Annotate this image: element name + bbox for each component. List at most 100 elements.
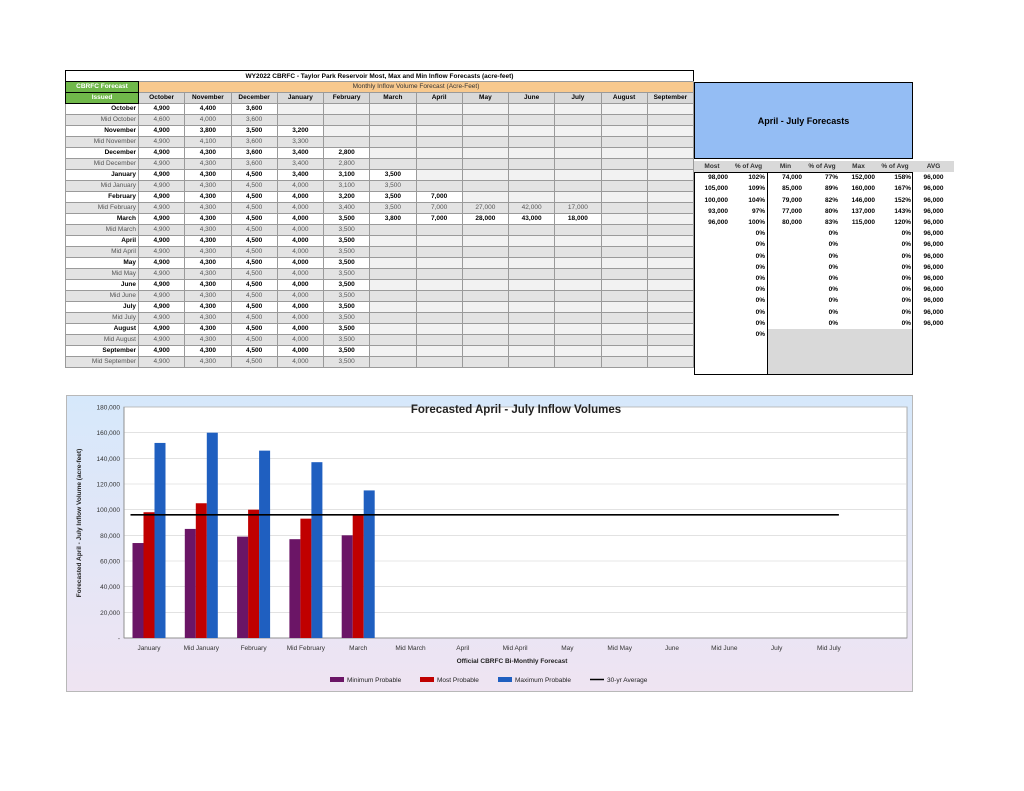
volume-cell xyxy=(507,279,556,291)
aj-header: Min xyxy=(767,161,804,173)
aj-row: 100,000 104% 79,000 82% 146,000 152% 96,000 xyxy=(694,195,954,206)
volume-cell xyxy=(554,257,602,269)
volume-cell: 3,500 xyxy=(322,312,371,324)
y-tick-label: 80,000 xyxy=(100,533,120,540)
volume-cell xyxy=(461,125,510,137)
volume-cell xyxy=(600,158,648,170)
april-july-inflow-chart: - 20,000 40,000 60,000 80,000 100,000 120,000 1… xyxy=(66,395,913,692)
volume-cell: 4,000 xyxy=(276,279,325,291)
x-tick-label: June xyxy=(665,645,679,652)
volume-cell: 3,800 xyxy=(184,125,232,137)
month-header: November xyxy=(184,92,232,104)
volume-cell: 3,600 xyxy=(230,158,278,170)
volume-cell xyxy=(646,103,695,115)
y-tick-label: 40,000 xyxy=(100,584,120,591)
volume-cell: 4,500 xyxy=(230,290,278,302)
volume-cell: 3,500 xyxy=(230,125,278,137)
table-row: Mid August 4,900 4,300 4,500 4,000 3,500 xyxy=(65,334,695,346)
volume-cell: 4,000 xyxy=(184,114,232,126)
volume-cell: 4,900 xyxy=(137,180,186,192)
volume-cell xyxy=(415,114,463,126)
legend-label: Most Probable xyxy=(437,677,479,684)
volume-cell: 3,600 xyxy=(230,136,278,148)
aj-cell xyxy=(767,273,804,284)
volume-cell xyxy=(646,125,695,137)
issued-label: October xyxy=(65,103,139,115)
volume-cell: 4,500 xyxy=(230,169,278,181)
volume-cell: 4,300 xyxy=(184,323,232,335)
volume-cell xyxy=(461,246,510,258)
volume-cell: 3,500 xyxy=(322,323,371,335)
issued-label: Mid April xyxy=(65,246,139,258)
aj-cell: 96,000 xyxy=(923,252,944,260)
april-july-divider xyxy=(767,172,768,375)
aj-cell: 152,000 xyxy=(851,174,876,182)
y-tick-label: 180,000 xyxy=(97,405,121,412)
volume-cell: 4,300 xyxy=(184,312,232,324)
volume-cell xyxy=(600,301,648,313)
volume-cell xyxy=(415,103,463,115)
aj-cell: 79,000 xyxy=(782,196,802,204)
volume-cell: 3,500 xyxy=(369,191,417,203)
volume-cell: 4,000 xyxy=(276,356,325,368)
volume-cell: 4,900 xyxy=(137,290,186,302)
table-row: October 4,900 4,400 3,600 xyxy=(65,103,695,115)
volume-cell: 4,900 xyxy=(137,257,186,269)
y-tick-label: 20,000 xyxy=(100,610,120,617)
aj-row: 0% 0% 0% 96,000 xyxy=(694,228,954,239)
y-tick-label: - xyxy=(118,636,120,643)
aj-cell: 96,000 xyxy=(923,297,944,305)
month-header: February xyxy=(322,92,371,104)
volume-cell xyxy=(600,246,648,258)
bar-minimum-probable xyxy=(341,535,353,638)
volume-cell: 4,900 xyxy=(137,224,186,236)
volume-cell: 3,800 xyxy=(369,213,417,225)
aj-cell: 0% xyxy=(755,252,765,260)
volume-cell xyxy=(600,180,648,192)
aj-cell: 0% xyxy=(828,286,838,294)
x-tick-label: Mid February xyxy=(287,645,326,652)
volume-cell: 4,900 xyxy=(137,268,186,280)
y-tick-label: 140,000 xyxy=(97,456,121,463)
issued-label: May xyxy=(65,257,139,269)
volume-cell: 7,000 xyxy=(415,202,463,214)
volume-cell xyxy=(646,301,695,313)
volume-cell: 3,500 xyxy=(322,345,371,357)
volume-cell xyxy=(415,279,463,291)
aj-cell: 74,000 xyxy=(782,174,802,182)
volume-cell xyxy=(554,235,602,247)
table-row: Mid June 4,900 4,300 4,500 4,000 3,500 xyxy=(65,290,695,302)
issued-label: Mid November xyxy=(65,136,139,148)
aj-cell: 137,000 xyxy=(851,207,876,215)
table-row: Mid September 4,900 4,300 4,500 4,000 3,500 xyxy=(65,356,695,368)
x-tick-label: May xyxy=(561,645,574,652)
volume-cell: 4,500 xyxy=(230,279,278,291)
volume-cell xyxy=(646,334,695,346)
volume-cell xyxy=(507,323,556,335)
aj-cell: 167% xyxy=(894,185,911,193)
volume-cell: 4,900 xyxy=(137,323,186,335)
volume-cell xyxy=(461,323,510,335)
aj-cell: 96,000 xyxy=(923,230,944,238)
issued-label: January xyxy=(65,169,139,181)
volume-cell: 4,500 xyxy=(230,235,278,247)
table-row: August 4,900 4,300 4,500 4,000 3,500 xyxy=(65,323,695,335)
bar-most-probable xyxy=(195,503,207,638)
table-row: Mid April 4,900 4,300 4,500 4,000 3,500 xyxy=(65,246,695,258)
volume-cell: 18,000 xyxy=(554,213,602,225)
aj-cell: 100,000 xyxy=(704,196,729,204)
volume-cell: 4,900 xyxy=(137,334,186,346)
bar-minimum-probable xyxy=(132,543,144,638)
issued-label: Mid June xyxy=(65,290,139,302)
volume-cell xyxy=(369,323,417,335)
aj-cell: 96,000 xyxy=(923,219,944,227)
aj-cell xyxy=(840,329,877,340)
volume-cell: 4,500 xyxy=(230,202,278,214)
aj-cell: 96,000 xyxy=(923,241,944,249)
aj-cell: 82% xyxy=(824,196,838,204)
volume-cell xyxy=(600,125,648,137)
volume-cell: 4,900 xyxy=(137,191,186,203)
table-row: April 4,900 4,300 4,500 4,000 3,500 xyxy=(65,235,695,247)
aj-cell xyxy=(840,284,877,295)
aj-cell: 80% xyxy=(824,207,838,215)
